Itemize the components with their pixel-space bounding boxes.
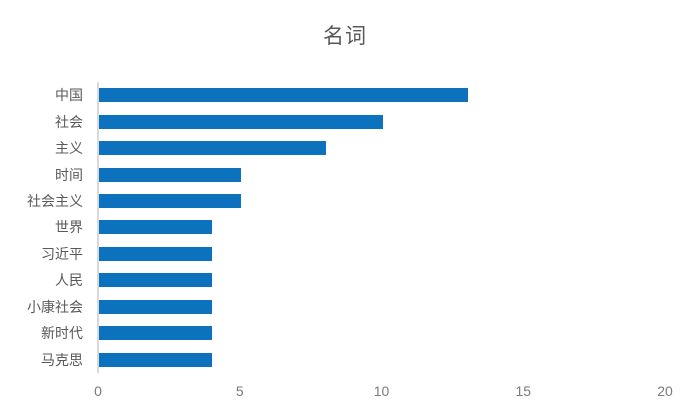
category-label: 世界 <box>55 219 83 236</box>
bar-row <box>99 347 666 373</box>
bar-row <box>99 161 666 187</box>
bar <box>99 220 213 235</box>
bar <box>99 273 213 288</box>
category-label: 人民 <box>55 272 83 289</box>
x-tick-label: 10 <box>373 383 390 399</box>
bar <box>99 352 213 367</box>
y-axis-category-labels: 中国 社会 主义 时间 社会主义 世界 习近平 人民 小康社会 新时代 马克思 <box>0 82 90 373</box>
x-tick-label: 15 <box>515 383 532 399</box>
x-axis-tick-labels: 0 5 10 15 20 <box>94 383 673 405</box>
x-tick-label: 5 <box>235 383 244 399</box>
category-label: 小康社会 <box>27 298 83 315</box>
bar <box>99 88 468 103</box>
category-label: 新时代 <box>41 325 83 342</box>
category-label: 主义 <box>55 140 83 157</box>
bar <box>99 141 326 156</box>
plot-area <box>97 82 666 373</box>
category-label: 中国 <box>55 87 83 104</box>
category-label: 社会 <box>55 113 83 130</box>
category-label: 社会主义 <box>27 193 83 210</box>
bar <box>99 326 213 341</box>
category-label: 时间 <box>55 166 83 183</box>
bar-row <box>99 320 666 346</box>
bar <box>99 194 241 209</box>
bar <box>99 114 383 129</box>
bar-row <box>99 267 666 293</box>
bar <box>99 167 241 182</box>
bar-row <box>99 294 666 320</box>
bar-row <box>99 108 666 134</box>
category-label: 习近平 <box>41 245 83 262</box>
x-tick-label: 0 <box>94 383 102 399</box>
bar-row <box>99 82 666 108</box>
bar-row <box>99 135 666 161</box>
bar-row <box>99 241 666 267</box>
category-label: 马克思 <box>41 351 83 368</box>
bar-row <box>99 214 666 240</box>
bar <box>99 246 213 261</box>
x-tick-label: 20 <box>657 383 673 399</box>
bar <box>99 299 213 314</box>
chart-title: 名词 <box>323 25 367 48</box>
bar-row <box>99 188 666 214</box>
